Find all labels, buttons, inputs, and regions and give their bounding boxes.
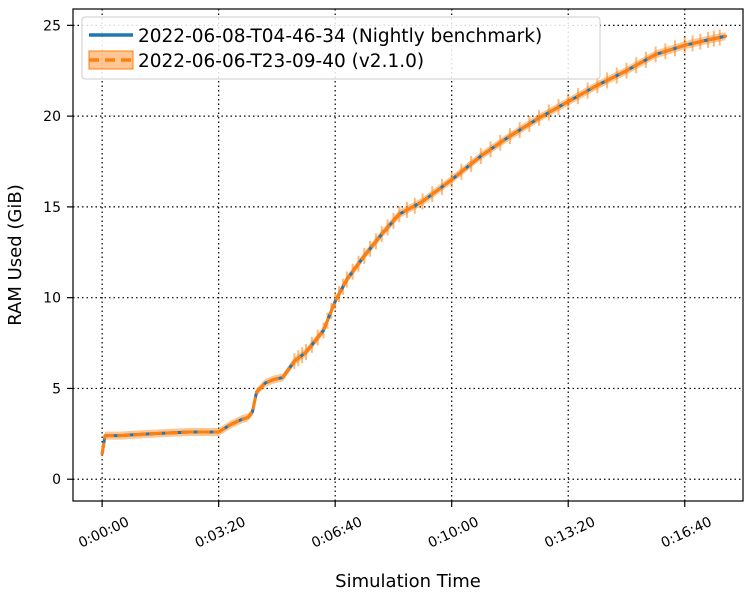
series-line-v210 bbox=[100, 34, 728, 456]
plot-frame bbox=[72, 8, 744, 502]
y-tick-label: 10 bbox=[43, 291, 61, 307]
x-tick-label: 0:16:40 bbox=[659, 514, 715, 551]
x-tick-label: 0:06:40 bbox=[309, 514, 365, 551]
x-tick-label: 0:13:20 bbox=[542, 514, 598, 551]
series-layer bbox=[100, 29, 728, 458]
legend-box bbox=[81, 16, 601, 80]
axis-ticks: 0:00:00 0:03:20 0:06:40 0:10:00 0:13:20 0:16:… bbox=[43, 18, 714, 551]
x-axis-title: Simulation Time bbox=[335, 571, 481, 592]
y-axis-title: RAM Used (GiB) bbox=[5, 184, 26, 325]
x-tick-label: 0:00:00 bbox=[76, 514, 132, 551]
legend-label-nightly: 2022-06-08-T04-46-34 (Nightly benchmark) bbox=[138, 26, 542, 47]
series-line-nightly bbox=[100, 34, 728, 456]
series-band-v210 bbox=[102, 32, 726, 458]
y-tick-label: 0 bbox=[52, 472, 61, 488]
x-tick-label: 0:03:20 bbox=[193, 514, 249, 551]
y-tick-label: 25 bbox=[43, 18, 61, 34]
legend: 2022-06-08-T04-46-34 (Nightly benchmark)… bbox=[81, 16, 601, 80]
y-tick-label: 5 bbox=[52, 381, 61, 397]
y-tick-label: 20 bbox=[43, 109, 61, 125]
legend-label-v210: 2022-06-06-T23-09-40 (v2.1.0) bbox=[138, 51, 424, 72]
grid bbox=[73, 9, 743, 501]
x-tick-label: 0:10:00 bbox=[426, 514, 482, 551]
y-tick-label: 15 bbox=[43, 200, 61, 216]
